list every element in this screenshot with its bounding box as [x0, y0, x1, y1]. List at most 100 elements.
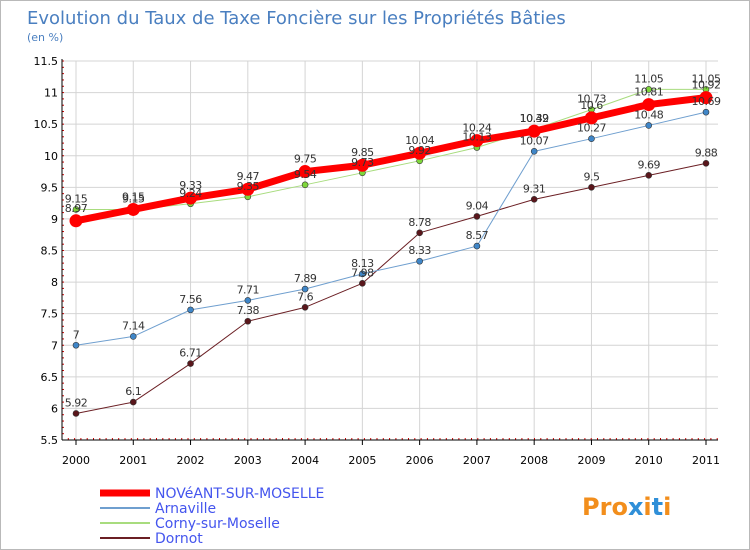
logo-letter: i [663, 493, 671, 521]
data-label-corny-sur-moselle: 9.54 [294, 168, 317, 181]
point-nov-ant-sur-moselle [355, 158, 369, 172]
x-tick-label: 2004 [291, 454, 319, 467]
point-nov-ant-sur-moselle [699, 91, 713, 105]
point-dornot [187, 360, 194, 367]
data-label-nov-ant-sur-moselle: 10.39 [520, 112, 549, 125]
data-label-corny-sur-moselle: 10.42 [520, 112, 549, 125]
series-line-corny-sur-moselle [76, 88, 706, 210]
data-label-dornot: 7.38 [237, 304, 260, 317]
point-dornot [72, 410, 80, 417]
logo-letter: i [643, 493, 651, 521]
point-nov-ant-sur-moselle [527, 124, 541, 138]
axes: 5.5 6 6.5 7 7.5 8 8.5 9 9.5 10 10.5 11 11.5 2000 2001 2… [34, 55, 721, 467]
point-arnaville [244, 297, 252, 304]
y-tick-label: 11 [44, 87, 58, 100]
x-tick-label: 2010 [635, 454, 663, 467]
y-tick-label: 7.5 [41, 308, 59, 321]
data-label-arnaville: 7.71 [237, 283, 260, 296]
point-dornot [416, 229, 423, 237]
logo-letter: x [628, 493, 644, 521]
data-label-corny-sur-moselle: 9.92 [408, 144, 431, 157]
legend-label-dornot: Dornot [155, 531, 203, 547]
point-dornot [530, 196, 538, 203]
data-label-corny-sur-moselle: 9.24 [179, 187, 202, 200]
point-corny-sur-moselle [301, 181, 309, 189]
data-label-corny-sur-moselle: 9.73 [351, 156, 374, 169]
data-label-corny-sur-moselle: 11.05 [634, 72, 663, 85]
y-tick-label: 6.5 [41, 371, 59, 384]
data-label-arnaville: 10.69 [692, 95, 721, 108]
point-arnaville [530, 148, 538, 155]
point-nov-ant-sur-moselle [184, 191, 198, 205]
data-label-dornot: 7.6 [297, 290, 313, 303]
point-dornot [702, 160, 710, 167]
point-dornot [244, 317, 252, 325]
data-label-nov-ant-sur-moselle: 10.6 [580, 99, 603, 112]
logo-text: Proxiti [582, 493, 671, 521]
point-corny-sur-moselle [72, 206, 80, 213]
logo-letter: P [582, 493, 600, 521]
logo-letter: r [600, 493, 612, 521]
legend-label-arnaville: Arnaville [155, 501, 216, 517]
y-tick-label: 6 [51, 402, 58, 415]
y-tick-label: 8 [51, 276, 58, 289]
y-tick-label: 10.5 [34, 118, 59, 131]
chart-subtitle: (en %) [27, 31, 63, 44]
data-label-dornot: 9.5 [583, 170, 599, 183]
y-tick-label: 8.5 [41, 245, 59, 258]
point-dornot [301, 304, 309, 311]
x-tick-label: 2001 [119, 454, 147, 467]
data-label-corny-sur-moselle: 9.15 [122, 192, 145, 205]
legend: NOVéANT-SUR-MOSELLEArnavilleCorny-sur-Mo… [100, 486, 324, 547]
data-label-corny-sur-moselle: 11.05 [692, 72, 721, 85]
data-label-corny-sur-moselle: 10.13 [462, 131, 491, 144]
series-line-nov-ant-sur-moselle [75, 94, 707, 225]
data-label-nov-ant-sur-moselle: 10.92 [692, 79, 721, 92]
data-label-dornot: 6.1 [125, 385, 141, 398]
point-arnaville [187, 306, 194, 314]
point-arnaville [645, 122, 653, 129]
data-label-dornot: 9.04 [466, 199, 489, 212]
point-arnaville [702, 108, 710, 116]
point-arnaville [588, 135, 595, 142]
data-label-nov-ant-sur-moselle: 9.47 [237, 170, 260, 183]
data-label-dornot: 7.98 [351, 266, 374, 279]
point-arnaville [301, 285, 309, 293]
data-label-nov-ant-sur-moselle: 8.97 [65, 202, 88, 215]
data-label-nov-ant-sur-moselle: 9.15 [122, 190, 145, 203]
logo-letter: t [652, 493, 663, 521]
data-label-nov-ant-sur-moselle: 10.81 [634, 86, 663, 99]
data-label-arnaville: 8.57 [466, 229, 489, 242]
point-arnaville [129, 333, 137, 340]
data-label-arnaville: 7 [73, 328, 80, 341]
point-nov-ant-sur-moselle [470, 134, 484, 148]
data-label-arnaville: 7.89 [294, 272, 317, 285]
x-tick-label: 2007 [463, 454, 491, 467]
data-label-dornot: 6.71 [179, 347, 202, 360]
data-label-corny-sur-moselle: 10.73 [577, 93, 606, 106]
point-nov-ant-sur-moselle [413, 146, 427, 160]
x-tick-label: 2009 [577, 454, 605, 467]
point-dornot [359, 280, 366, 287]
point-arnaville [416, 257, 423, 265]
data-label-arnaville: 7.56 [179, 293, 202, 306]
x-tick-label: 2003 [234, 454, 262, 467]
data-label-dornot: 5.92 [65, 396, 88, 409]
y-tick-label: 5.5 [41, 434, 59, 447]
data-label-arnaville: 8.13 [351, 257, 374, 270]
x-tick-label: 2006 [406, 454, 434, 467]
data-label-dornot: 9.69 [637, 158, 660, 171]
proxiti-logo: Proxiti [582, 493, 671, 521]
point-nov-ant-sur-moselle [642, 98, 656, 112]
data-label-nov-ant-sur-moselle: 10.24 [462, 122, 491, 135]
data-label-arnaville: 8.33 [408, 244, 431, 257]
data-label-nov-ant-sur-moselle: 9.33 [179, 179, 202, 192]
data-labels: 5.92 6.1 6.71 7.38 7.6 7.98 8.78 9.04 9.31 9.5 9.6… [65, 72, 722, 409]
data-label-corny-sur-moselle: 9.15 [65, 192, 88, 205]
data-label-dornot: 9.88 [695, 146, 718, 159]
x-tick-label: 2011 [692, 454, 720, 467]
x-tick-label: 2000 [62, 454, 90, 467]
series-line-arnaville [75, 111, 707, 346]
series-layer [69, 86, 713, 417]
